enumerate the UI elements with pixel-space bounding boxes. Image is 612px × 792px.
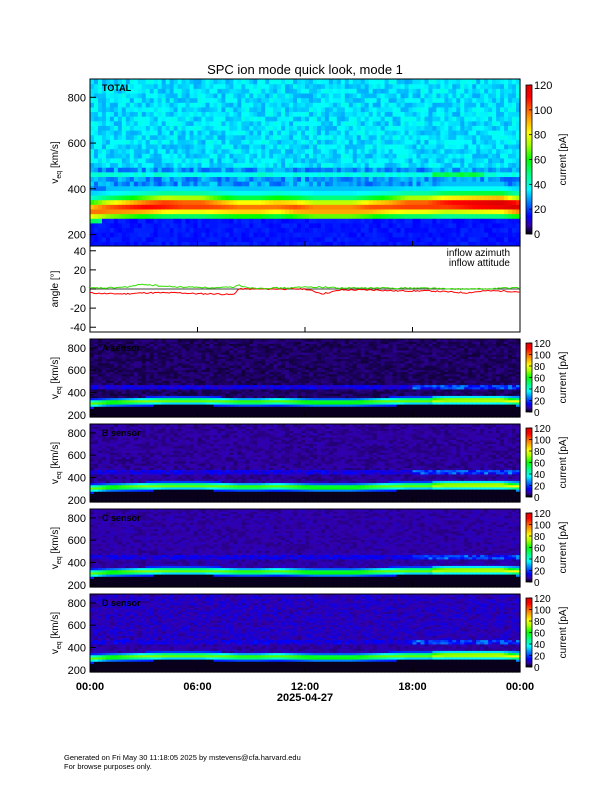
figure-title: SPC ion mode quick look, mode 1 — [207, 62, 403, 77]
colorbar-tick-label: 120 — [534, 339, 551, 350]
panel-label: A sensor — [102, 343, 141, 353]
colorbar-tick-label: 80 — [534, 532, 546, 543]
y-tick-label: 600 — [68, 365, 86, 377]
x-tick-label: 06:00 — [183, 681, 211, 693]
colorbar-label: current [pA] — [558, 436, 569, 488]
y-tick-label: 600 — [68, 535, 86, 547]
colorbar-label: current [pA] — [558, 133, 569, 185]
colorbar-tick-label: 0 — [534, 578, 540, 589]
colorbar-tick-label: 60 — [534, 374, 546, 385]
panel-label: C sensor — [102, 513, 141, 523]
y-tick-label: 40 — [74, 246, 86, 258]
footer-generated: Generated on Fri May 30 11:18:05 2025 by… — [64, 753, 301, 762]
colorbar-tick-label: 40 — [534, 555, 546, 566]
colorbar-tick-label: 120 — [534, 509, 551, 520]
a-sensor-heatmap — [90, 339, 521, 418]
colorbar-tick-label: 20 — [534, 652, 546, 663]
y-tick-label: 200 — [68, 665, 86, 677]
y-tick-label: 800 — [68, 343, 86, 355]
colorbar-tick-label: 20 — [534, 567, 546, 578]
y-tick-label: -20 — [70, 303, 86, 315]
y-axis-label: veq [km/s] — [50, 442, 63, 484]
x-tick-label: 00:00 — [506, 681, 534, 693]
y-tick-label: 800 — [68, 598, 86, 610]
y-tick-label: 400 — [68, 642, 86, 654]
panel-label: TOTAL — [102, 83, 132, 93]
y-tick-label: 200 — [68, 495, 86, 507]
y-axis-label: veq [km/s] — [50, 612, 63, 654]
x-tick-label: 12:00 — [291, 681, 319, 693]
colorbar-tick-label: 40 — [534, 179, 546, 191]
series-line-1 — [89, 283, 520, 291]
colorbar-tick-label: 120 — [534, 80, 552, 92]
colorbar-tick-label: 20 — [534, 397, 546, 408]
series-line-0 — [89, 287, 521, 296]
x-tick-label: 18:00 — [398, 681, 426, 693]
colorbar-tick-label: 40 — [534, 640, 546, 651]
colorbar-tick-label: 80 — [534, 617, 546, 628]
y-tick-label: 200 — [68, 580, 86, 592]
colorbar-tick-label: 20 — [534, 482, 546, 493]
colorbar-tick-label: 100 — [534, 105, 552, 117]
y-tick-label: 600 — [68, 450, 86, 462]
colorbar-tick-label: 0 — [534, 408, 540, 419]
colorbar-tick-label: 60 — [534, 629, 546, 640]
y-tick-label: 400 — [68, 472, 86, 484]
footer-note: For browse purposes only. — [64, 762, 152, 771]
colorbar-tick-label: 100 — [534, 606, 551, 617]
c-sensor-heatmap — [90, 509, 521, 588]
y-tick-label: 400 — [68, 184, 86, 196]
y-tick-label: 0 — [80, 284, 86, 296]
b-sensor-heatmap — [90, 424, 521, 503]
colorbar-tick-label: 100 — [534, 351, 551, 362]
colorbar-tick-label: 100 — [534, 436, 551, 447]
colorbar-tick-label: 40 — [534, 385, 546, 396]
y-axis-label: veq [km/s] — [50, 527, 63, 569]
y-tick-label: 400 — [68, 557, 86, 569]
colorbar-tick-label: 20 — [534, 204, 546, 216]
colorbar-tick-label: 0 — [534, 229, 540, 241]
colorbar-tick-label: 120 — [534, 424, 551, 435]
y-tick-label: 400 — [68, 387, 86, 399]
date-label: 2025-04-27 — [277, 692, 333, 704]
y-tick-label: 20 — [74, 265, 86, 277]
colorbar-tick-label: 60 — [534, 459, 546, 470]
y-tick-label: 600 — [68, 620, 86, 632]
footer: Generated on Fri May 30 11:18:05 2025 by… — [64, 753, 301, 771]
y-tick-label: 200 — [68, 410, 86, 422]
colorbar-label: current [pA] — [558, 521, 569, 573]
d-sensor-heatmap — [90, 594, 521, 673]
legend-entry: inflow attitude — [449, 258, 511, 269]
y-tick-label: 800 — [68, 428, 86, 440]
total-heatmap — [90, 79, 521, 247]
y-axis-label: veq [km/s] — [50, 357, 63, 399]
colorbar-tick-label: 0 — [534, 663, 540, 674]
y-tick-label: 200 — [68, 230, 86, 242]
y-tick-label: 800 — [68, 92, 86, 104]
colorbar-label: current [pA] — [558, 606, 569, 658]
y-tick-label: 600 — [68, 138, 86, 150]
y-axis-label: veq [km/s] — [50, 141, 63, 183]
y-tick-label: 800 — [68, 513, 86, 525]
colorbar-tick-label: 100 — [534, 521, 551, 532]
colorbar-tick-label: 40 — [534, 470, 546, 481]
colorbar-tick-label: 0 — [534, 493, 540, 504]
colorbar-label: current [pA] — [558, 351, 569, 403]
colorbar-tick-label: 80 — [534, 362, 546, 373]
panel-label: B sensor — [102, 428, 141, 438]
panel-label: D sensor — [102, 598, 141, 608]
angle-axis-label: angle [°] — [50, 270, 61, 307]
x-tick-label: 00:00 — [76, 681, 104, 693]
colorbar-tick-label: 80 — [534, 130, 546, 142]
colorbar-tick-label: 80 — [534, 447, 546, 458]
legend-entry: inflow azimuth — [447, 248, 510, 259]
colorbar-tick-label: 60 — [534, 544, 546, 555]
colorbar-tick-label: 120 — [534, 594, 551, 605]
y-tick-label: -40 — [70, 322, 86, 334]
colorbar-tick-label: 60 — [534, 155, 546, 167]
